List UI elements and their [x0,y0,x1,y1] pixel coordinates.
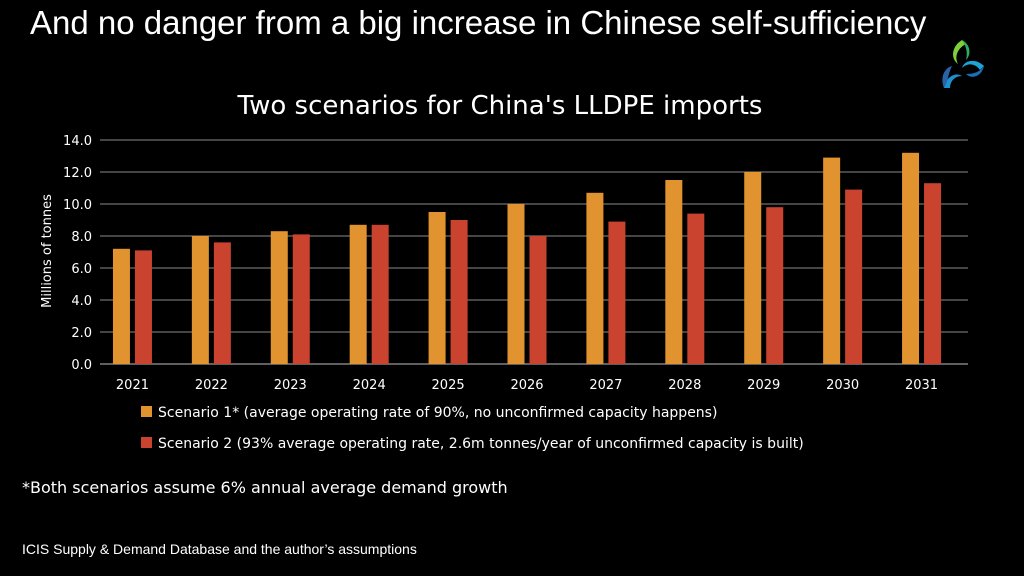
x-tick-label: 2021 [116,378,149,393]
bar-scenario2 [134,250,152,364]
legend-label: Scenario 1* (average operating rate of 9… [158,405,717,421]
bar-scenario1 [112,248,130,364]
bar-scenario1 [586,192,604,364]
x-tick-label: 2024 [353,378,386,393]
y-tick-label: 12.0 [63,166,92,181]
bar-scenario2 [529,236,547,364]
bar-scenario1 [744,172,762,364]
bar-scenario2 [292,234,310,364]
x-tick-label: 2023 [274,378,307,393]
footnote: *Both scenarios assume 6% annual average… [22,478,508,497]
chart-title: Two scenarios for China's LLDPE imports [237,91,763,121]
bar-scenario1 [665,180,683,364]
bar-scenario2 [608,221,626,364]
x-tick-label: 2026 [510,378,543,393]
bar-scenario2 [845,189,863,364]
bar-scenario2 [766,207,784,364]
y-tick-label: 10.0 [63,198,92,213]
x-tick-label: 2030 [826,378,859,393]
y-tick-labels: 0.0 2.0 4.0 6.0 8.0 10.0 12.0 14.0 [63,134,92,373]
bar-scenario2 [924,183,942,364]
x-tick-label: 2025 [432,378,465,393]
bar-scenario1 [349,224,367,364]
x-tick-label: 2031 [905,378,938,393]
bar-scenario2 [371,224,389,364]
bar-scenario2 [450,220,468,364]
y-tick-label: 0.0 [71,358,92,373]
x-tick-label: 2029 [747,378,780,393]
bars [112,152,942,364]
bar-scenario1 [428,212,446,364]
legend-swatch [141,437,152,448]
icis-logo-icon [942,40,984,88]
y-tick-label: 2.0 [71,326,92,341]
bar-scenario1 [823,157,841,364]
x-tick-label: 2022 [195,378,228,393]
slide-title: And no danger from a big increase in Chi… [30,4,927,41]
source-note: ICIS Supply & Demand Database and the au… [22,541,417,557]
bar-scenario1 [270,231,288,364]
x-tick-labels: 2021 2022 2023 2024 2025 2026 2027 2028 2029 2030… [116,378,938,393]
legend-label: Scenario 2 (93% average operating rate, … [158,436,804,452]
bar-scenario1 [191,236,209,364]
legend-swatch [141,406,152,417]
x-tick-label: 2028 [668,378,701,393]
y-tick-label: 4.0 [71,294,92,309]
bar-scenario2 [687,213,705,364]
legend: Scenario 1* (average operating rate of 9… [141,405,804,452]
bar-scenario2 [213,242,231,364]
y-tick-label: 8.0 [71,230,92,245]
bar-scenario1 [507,204,525,364]
y-tick-label: 6.0 [71,262,92,277]
y-axis-label: Millions of tonnes [40,194,55,308]
bar-chart: Two scenarios for China's LLDPE imports … [40,91,968,452]
bar-scenario1 [902,152,920,364]
x-tick-label: 2027 [589,378,622,393]
y-tick-label: 14.0 [63,134,92,149]
